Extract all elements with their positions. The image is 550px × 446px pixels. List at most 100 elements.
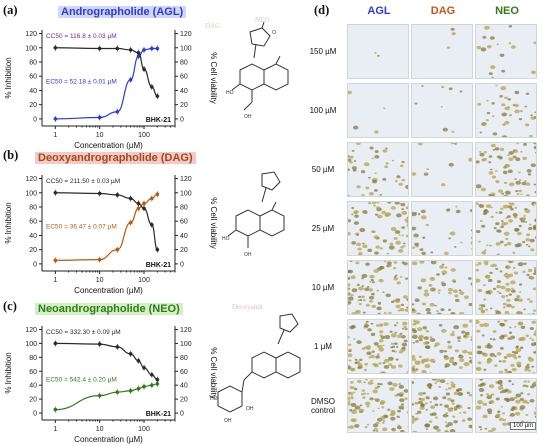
cell-mark (350, 432, 354, 433)
cell-mark (523, 143, 527, 146)
series-line-1 (55, 48, 157, 96)
cell-mark (444, 405, 449, 408)
cell-mark (363, 299, 365, 301)
data-point (142, 202, 146, 206)
cell-mark (513, 150, 515, 152)
cell-mark (403, 262, 407, 265)
cell-mark (515, 157, 520, 161)
cell-mark (430, 277, 436, 281)
cell-mark (432, 412, 437, 415)
cell-mark (498, 382, 502, 385)
y-tick-label: 80 (29, 355, 37, 362)
cell-mark (377, 386, 380, 388)
cell-mark (503, 419, 506, 421)
cell-mark (387, 261, 392, 264)
cell-mark (412, 403, 414, 406)
cell-mark (453, 289, 458, 293)
y2-axis-label: % Cell viability (209, 197, 217, 249)
y-axis-label: % Inhibition (4, 202, 13, 243)
cell-mark (348, 288, 350, 290)
y-tick-label: 100 (25, 190, 37, 197)
cell-mark (418, 392, 423, 396)
cell-mark (470, 209, 473, 212)
cell-mark (450, 312, 455, 315)
cell-mark (454, 294, 458, 297)
cell-mark (356, 243, 361, 247)
cell-mark (418, 213, 421, 215)
cell-mark (504, 96, 508, 99)
svg-text:OH: OH (244, 114, 252, 120)
cell-mark (359, 359, 362, 361)
cell-mark (501, 335, 505, 338)
cell-mark (359, 409, 364, 413)
cell-mark (405, 309, 409, 312)
cell-mark (369, 296, 374, 300)
cell-mark (376, 289, 379, 291)
y2-tick-label: 60 (180, 369, 188, 376)
cell-mark (399, 398, 404, 402)
micrograph-dag-3 (411, 201, 473, 256)
cell-mark (529, 135, 533, 138)
cell-mark (481, 304, 485, 307)
cell-mark (352, 288, 358, 292)
cell-mark (425, 364, 431, 368)
micrograph-neo-0 (475, 24, 537, 79)
y2-tick-label: 100 (180, 341, 192, 348)
panel-b-title: Deoxyandrographolide (DAG) (35, 152, 196, 164)
y-tick-label: 40 (29, 233, 37, 240)
cell-mark (376, 307, 381, 311)
cell-mark (379, 330, 383, 333)
data-point (98, 192, 102, 196)
cell-mark (508, 314, 510, 315)
cell-mark (382, 427, 387, 431)
cell-mark (479, 388, 485, 392)
cell-mark (417, 411, 421, 414)
cell-mark (484, 151, 487, 153)
cell-mark (508, 157, 513, 161)
cell-mark (382, 345, 384, 347)
panel-c-title: Neoandrographolide (NEO) (35, 303, 183, 315)
cell-mark (424, 328, 427, 330)
cell-mark (442, 264, 445, 266)
cell-mark (365, 263, 370, 266)
micro-column-header-agl: AGL (347, 5, 411, 17)
x-tick-label: 10 (96, 426, 104, 433)
cell-mark (407, 411, 409, 414)
cell-mark (516, 143, 519, 144)
cell-mark (506, 399, 511, 402)
cell-mark (522, 271, 525, 273)
cell-mark (502, 412, 505, 414)
cell-mark (376, 206, 380, 209)
ec50-annotation: EC50 = 542.4 ± 0.20 µM (46, 377, 117, 384)
cell-mark (508, 261, 514, 263)
cell-mark (516, 348, 521, 352)
cell-mark (377, 383, 380, 385)
cell-mark (348, 292, 351, 295)
data-point (98, 116, 102, 120)
data-point (116, 110, 120, 114)
cell-mark (508, 371, 512, 374)
cell-mark (348, 392, 353, 396)
cell-mark (534, 411, 537, 415)
cell-mark (506, 353, 512, 357)
cell-mark (425, 345, 430, 349)
cell-mark (415, 320, 420, 324)
cell-mark (499, 418, 504, 421)
cell-mark (498, 156, 502, 159)
cell-mark (518, 337, 523, 341)
cell-mark (374, 235, 379, 239)
cell-mark (380, 402, 384, 405)
cell-mark (520, 405, 526, 409)
cell-mark (400, 430, 405, 433)
cell-mark (527, 381, 530, 383)
cell-mark (394, 342, 398, 345)
cell-mark (407, 217, 409, 219)
cell-mark (497, 230, 501, 233)
cell-mark (514, 298, 519, 302)
cell-mark (366, 351, 371, 355)
cell-mark (383, 149, 388, 152)
cell-mark (521, 326, 526, 329)
cell-mark (485, 291, 490, 295)
cell-mark (386, 293, 391, 297)
